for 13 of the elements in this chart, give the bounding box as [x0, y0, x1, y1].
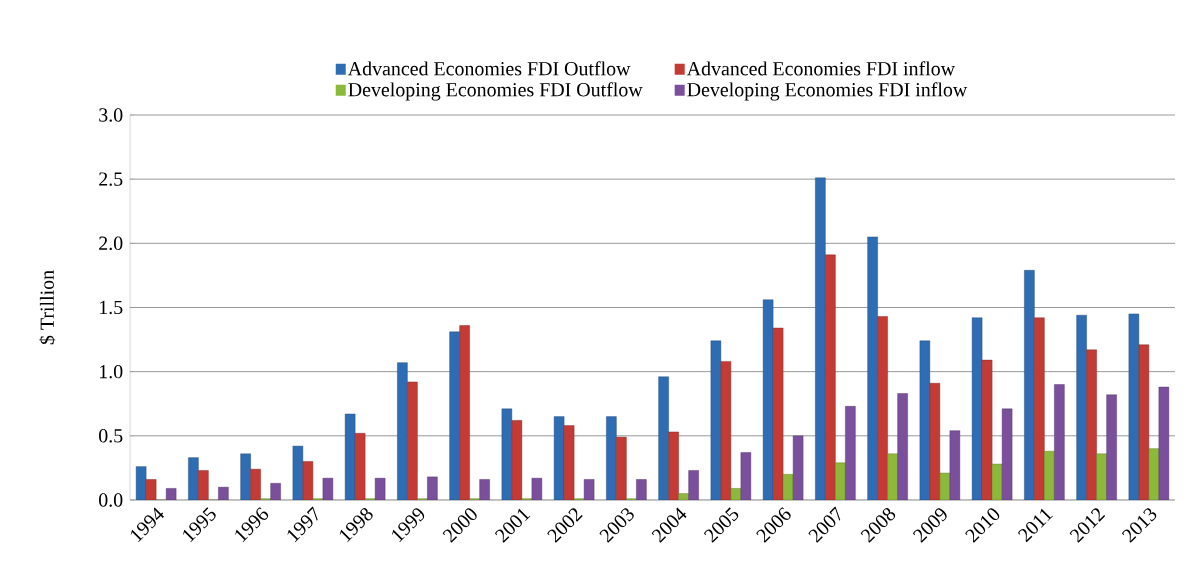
legend-label: Developing Economies FDI inflow: [687, 82, 968, 101]
y-tick-label: 2.5: [99, 172, 123, 186]
y-tick-label: 3.0: [99, 108, 123, 122]
legend-label: Advanced Economies FDI Outflow: [347, 61, 631, 76]
y-tick-label: 0.5: [99, 429, 123, 443]
y-axis-title: $ Trillion: [39, 270, 56, 345]
legend-label: Advanced Economies FDI inflow: [686, 61, 955, 76]
legend-label: Developing Economies FDI Outflow: [348, 82, 643, 101]
y-tick-label: 1.0: [100, 364, 123, 379]
y-tick-label: 1.5: [100, 300, 123, 315]
y-tick-label: 0.0: [99, 493, 123, 507]
x-tick-label: 2011: [1017, 508, 1053, 543]
y-tick-label: 2.0: [99, 236, 123, 251]
